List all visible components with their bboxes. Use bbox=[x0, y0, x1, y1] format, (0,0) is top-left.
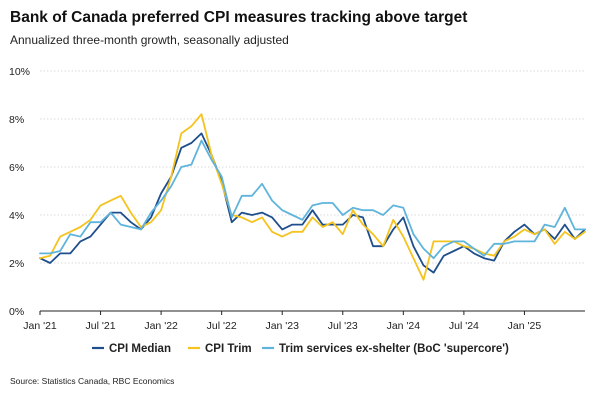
x-tick-label: Jan '23 bbox=[265, 320, 299, 332]
y-tick-label: 8% bbox=[9, 114, 24, 126]
chart-title: Bank of Canada preferred CPI measures tr… bbox=[10, 9, 468, 26]
series-line-0 bbox=[39, 132, 586, 274]
x-tick-label: Jan '22 bbox=[144, 320, 178, 332]
x-tick-label: Jan '24 bbox=[387, 320, 421, 332]
legend-label: CPI Median bbox=[109, 343, 171, 355]
y-tick-label: 0% bbox=[9, 306, 24, 318]
chart-subtitle: Annualized three-month growth, seasonall… bbox=[10, 33, 289, 47]
x-tick-label: Jul '22 bbox=[207, 320, 237, 332]
x-tick-label: Jan '25 bbox=[508, 320, 542, 332]
y-tick-label: 2% bbox=[9, 258, 24, 270]
series-line-1 bbox=[39, 113, 586, 281]
legend-label: Trim services ex-shelter (BoC 'supercore… bbox=[279, 343, 509, 355]
y-tick-label: 4% bbox=[9, 210, 24, 222]
x-tick-label: Jul '24 bbox=[449, 320, 479, 332]
y-tick-label: 10% bbox=[9, 66, 30, 78]
x-tick-label: Jan '21 bbox=[23, 320, 57, 332]
source-note: Source: Statistics Canada, RBC Economics bbox=[10, 376, 175, 386]
legend-label: CPI Trim bbox=[205, 343, 252, 355]
y-tick-label: 6% bbox=[9, 162, 24, 174]
x-tick-label: Jul '21 bbox=[86, 320, 116, 332]
x-tick-label: Jul '23 bbox=[328, 320, 358, 332]
series-line-2 bbox=[39, 139, 586, 260]
